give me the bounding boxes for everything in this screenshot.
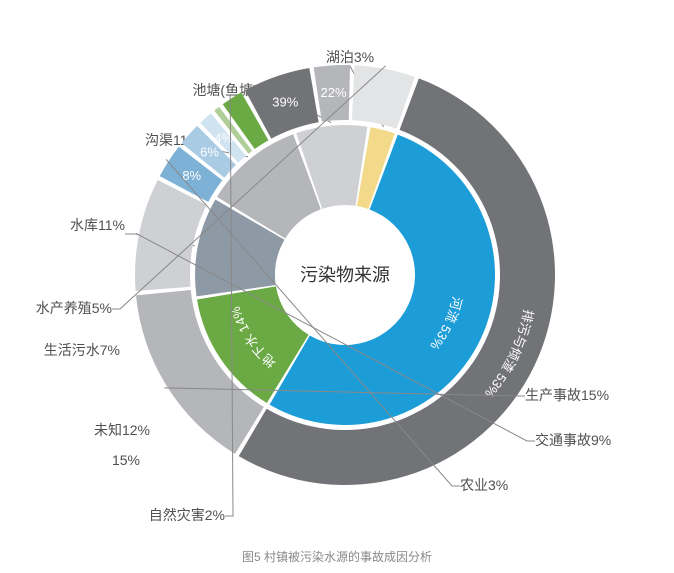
mid-label: 水库11% [70,217,125,233]
figure-caption: 图5 村镇被污染水源的事故成因分析 [242,549,432,564]
outer-label: 生产事故15% [525,387,609,403]
extra-label: 未知12% [94,422,150,438]
outer-label: 农业3% [460,477,508,493]
extra-label: 15% [112,452,140,468]
mid-label: 湖泊3% [326,49,374,65]
extra-label: 生活污水7% [44,342,120,358]
center-title: 污染物来源 [300,265,390,285]
outer-sub: 6% [200,145,219,160]
chart-svg: 污染物来源河流 53%地下水 14%水库11%沟渠11%池塘(鱼塘)8%湖泊3%… [0,0,674,573]
outer-sub: 22% [321,85,347,100]
donut-chart: 污染物来源河流 53%地下水 14%水库11%沟渠11%池塘(鱼塘)8%湖泊3%… [0,0,674,573]
outer-label: 自然灾害2% [149,507,225,523]
outer-label: 交通事故9% [535,432,611,448]
outer-sub: 39% [272,95,298,110]
outer-label: 水产养殖5% [36,300,112,316]
